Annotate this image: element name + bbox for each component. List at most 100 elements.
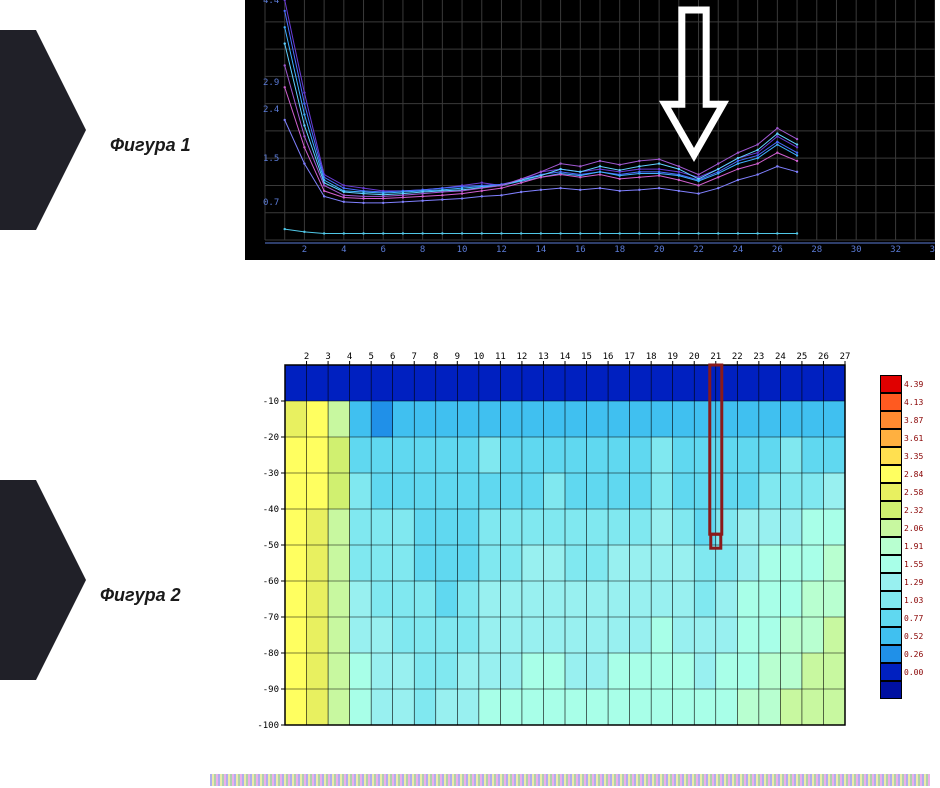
page-root: Фигура 1 Фигура 2 2468101214161820222426…: [0, 0, 940, 788]
svg-text:32: 32: [890, 245, 901, 255]
legend-swatch: [880, 663, 902, 681]
svg-text:7: 7: [412, 352, 417, 362]
legend-row: 3.35: [880, 447, 935, 465]
svg-text:18: 18: [614, 245, 625, 255]
svg-text:23: 23: [753, 352, 764, 362]
svg-text:-60: -60: [263, 577, 279, 587]
svg-text:2.9: 2.9: [263, 78, 279, 88]
svg-text:25: 25: [797, 352, 808, 362]
legend-value: 1.03: [904, 596, 923, 605]
svg-text:20: 20: [689, 352, 700, 362]
legend-row: 0.77: [880, 609, 935, 627]
svg-text:4: 4: [347, 352, 352, 362]
legend-row: [880, 681, 935, 699]
svg-text:30: 30: [851, 245, 862, 255]
svg-text:18: 18: [646, 352, 657, 362]
figure2-label: Фигура 2: [100, 585, 181, 606]
svg-text:24: 24: [775, 352, 786, 362]
legend-swatch: [880, 411, 902, 429]
legend-value: 0.52: [904, 632, 923, 641]
figure1-label: Фигура 1: [110, 135, 191, 156]
svg-text:4.4: 4.4: [263, 0, 279, 6]
figure2-heatmap: 2345678910111213141516171819202122232425…: [245, 340, 935, 760]
svg-text:3: 3: [325, 352, 330, 362]
svg-text:8: 8: [433, 352, 438, 362]
legend-swatch: [880, 591, 902, 609]
legend-row: 1.29: [880, 573, 935, 591]
legend-value: 0.26: [904, 650, 923, 659]
legend-row: 1.91: [880, 537, 935, 555]
legend-swatch: [880, 429, 902, 447]
svg-text:22: 22: [732, 352, 743, 362]
legend-row: 0.52: [880, 627, 935, 645]
legend-value: 1.29: [904, 578, 923, 587]
chevron-1: [0, 30, 36, 230]
legend-swatch: [880, 555, 902, 573]
svg-text:10: 10: [457, 245, 468, 255]
svg-text:6: 6: [381, 245, 386, 255]
chevron-2: [0, 480, 36, 680]
svg-text:15: 15: [581, 352, 592, 362]
svg-text:2: 2: [302, 245, 307, 255]
legend-row: 1.03: [880, 591, 935, 609]
figure1-line-chart: 2468101214161820222426283032340.71.52.42…: [245, 0, 935, 260]
svg-text:2.4: 2.4: [263, 105, 279, 115]
legend-value: 0.00: [904, 668, 923, 677]
legend-value: 1.91: [904, 542, 923, 551]
legend-swatch: [880, 501, 902, 519]
legend-swatch: [880, 447, 902, 465]
svg-text:-100: -100: [257, 721, 279, 731]
svg-text:5: 5: [368, 352, 373, 362]
legend-value: 4.39: [904, 380, 923, 389]
svg-text:-30: -30: [263, 469, 279, 479]
legend-swatch: [880, 609, 902, 627]
svg-text:19: 19: [667, 352, 678, 362]
legend-value: 1.55: [904, 560, 923, 569]
svg-text:0.7: 0.7: [263, 198, 279, 208]
legend-row: 2.06: [880, 519, 935, 537]
svg-text:-10: -10: [263, 397, 279, 407]
legend-swatch: [880, 465, 902, 483]
legend-value: 4.13: [904, 398, 923, 407]
svg-text:8: 8: [420, 245, 425, 255]
svg-text:-70: -70: [263, 613, 279, 623]
svg-text:14: 14: [535, 245, 546, 255]
heatmap-legend: 4.39 4.13 3.87 3.61 3.35 2.84 2.58 2.32 2.06 1.91…: [880, 375, 935, 699]
svg-text:12: 12: [517, 352, 528, 362]
svg-text:-80: -80: [263, 649, 279, 659]
legend-value: 2.84: [904, 470, 923, 479]
svg-text:-50: -50: [263, 541, 279, 551]
svg-text:11: 11: [495, 352, 506, 362]
svg-text:26: 26: [772, 245, 783, 255]
legend-value: 3.87: [904, 416, 923, 425]
svg-text:22: 22: [693, 245, 704, 255]
legend-swatch: [880, 519, 902, 537]
legend-row: 4.13: [880, 393, 935, 411]
legend-swatch: [880, 645, 902, 663]
legend-value: 2.06: [904, 524, 923, 533]
legend-value: 3.61: [904, 434, 923, 443]
svg-text:17: 17: [624, 352, 635, 362]
svg-text:-90: -90: [263, 685, 279, 695]
legend-row: 0.26: [880, 645, 935, 663]
legend-swatch: [880, 627, 902, 645]
legend-swatch: [880, 393, 902, 411]
svg-text:1.5: 1.5: [263, 154, 279, 164]
legend-value: 2.58: [904, 488, 923, 497]
legend-row: 1.55: [880, 555, 935, 573]
svg-text:26: 26: [818, 352, 829, 362]
legend-swatch: [880, 573, 902, 591]
svg-text:28: 28: [811, 245, 822, 255]
legend-value: 3.35: [904, 452, 923, 461]
legend-row: 3.87: [880, 411, 935, 429]
legend-row: 0.00: [880, 663, 935, 681]
legend-value: 2.32: [904, 506, 923, 515]
footer-noise-bar: [210, 774, 930, 786]
legend-row: 3.61: [880, 429, 935, 447]
svg-text:2: 2: [304, 352, 309, 362]
svg-text:4: 4: [341, 245, 346, 255]
svg-text:6: 6: [390, 352, 395, 362]
svg-text:24: 24: [733, 245, 744, 255]
svg-text:12: 12: [496, 245, 507, 255]
svg-text:20: 20: [654, 245, 665, 255]
